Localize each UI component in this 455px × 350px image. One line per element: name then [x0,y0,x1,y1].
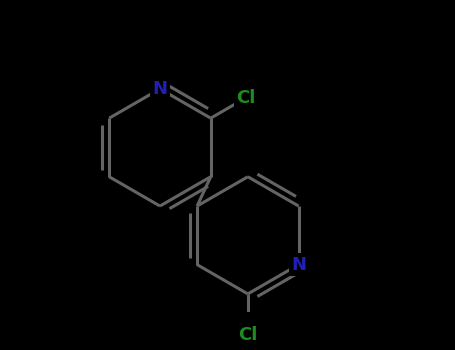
Text: N: N [291,256,306,274]
Text: Cl: Cl [238,326,258,344]
Text: Cl: Cl [237,89,256,107]
Text: N: N [152,80,167,98]
